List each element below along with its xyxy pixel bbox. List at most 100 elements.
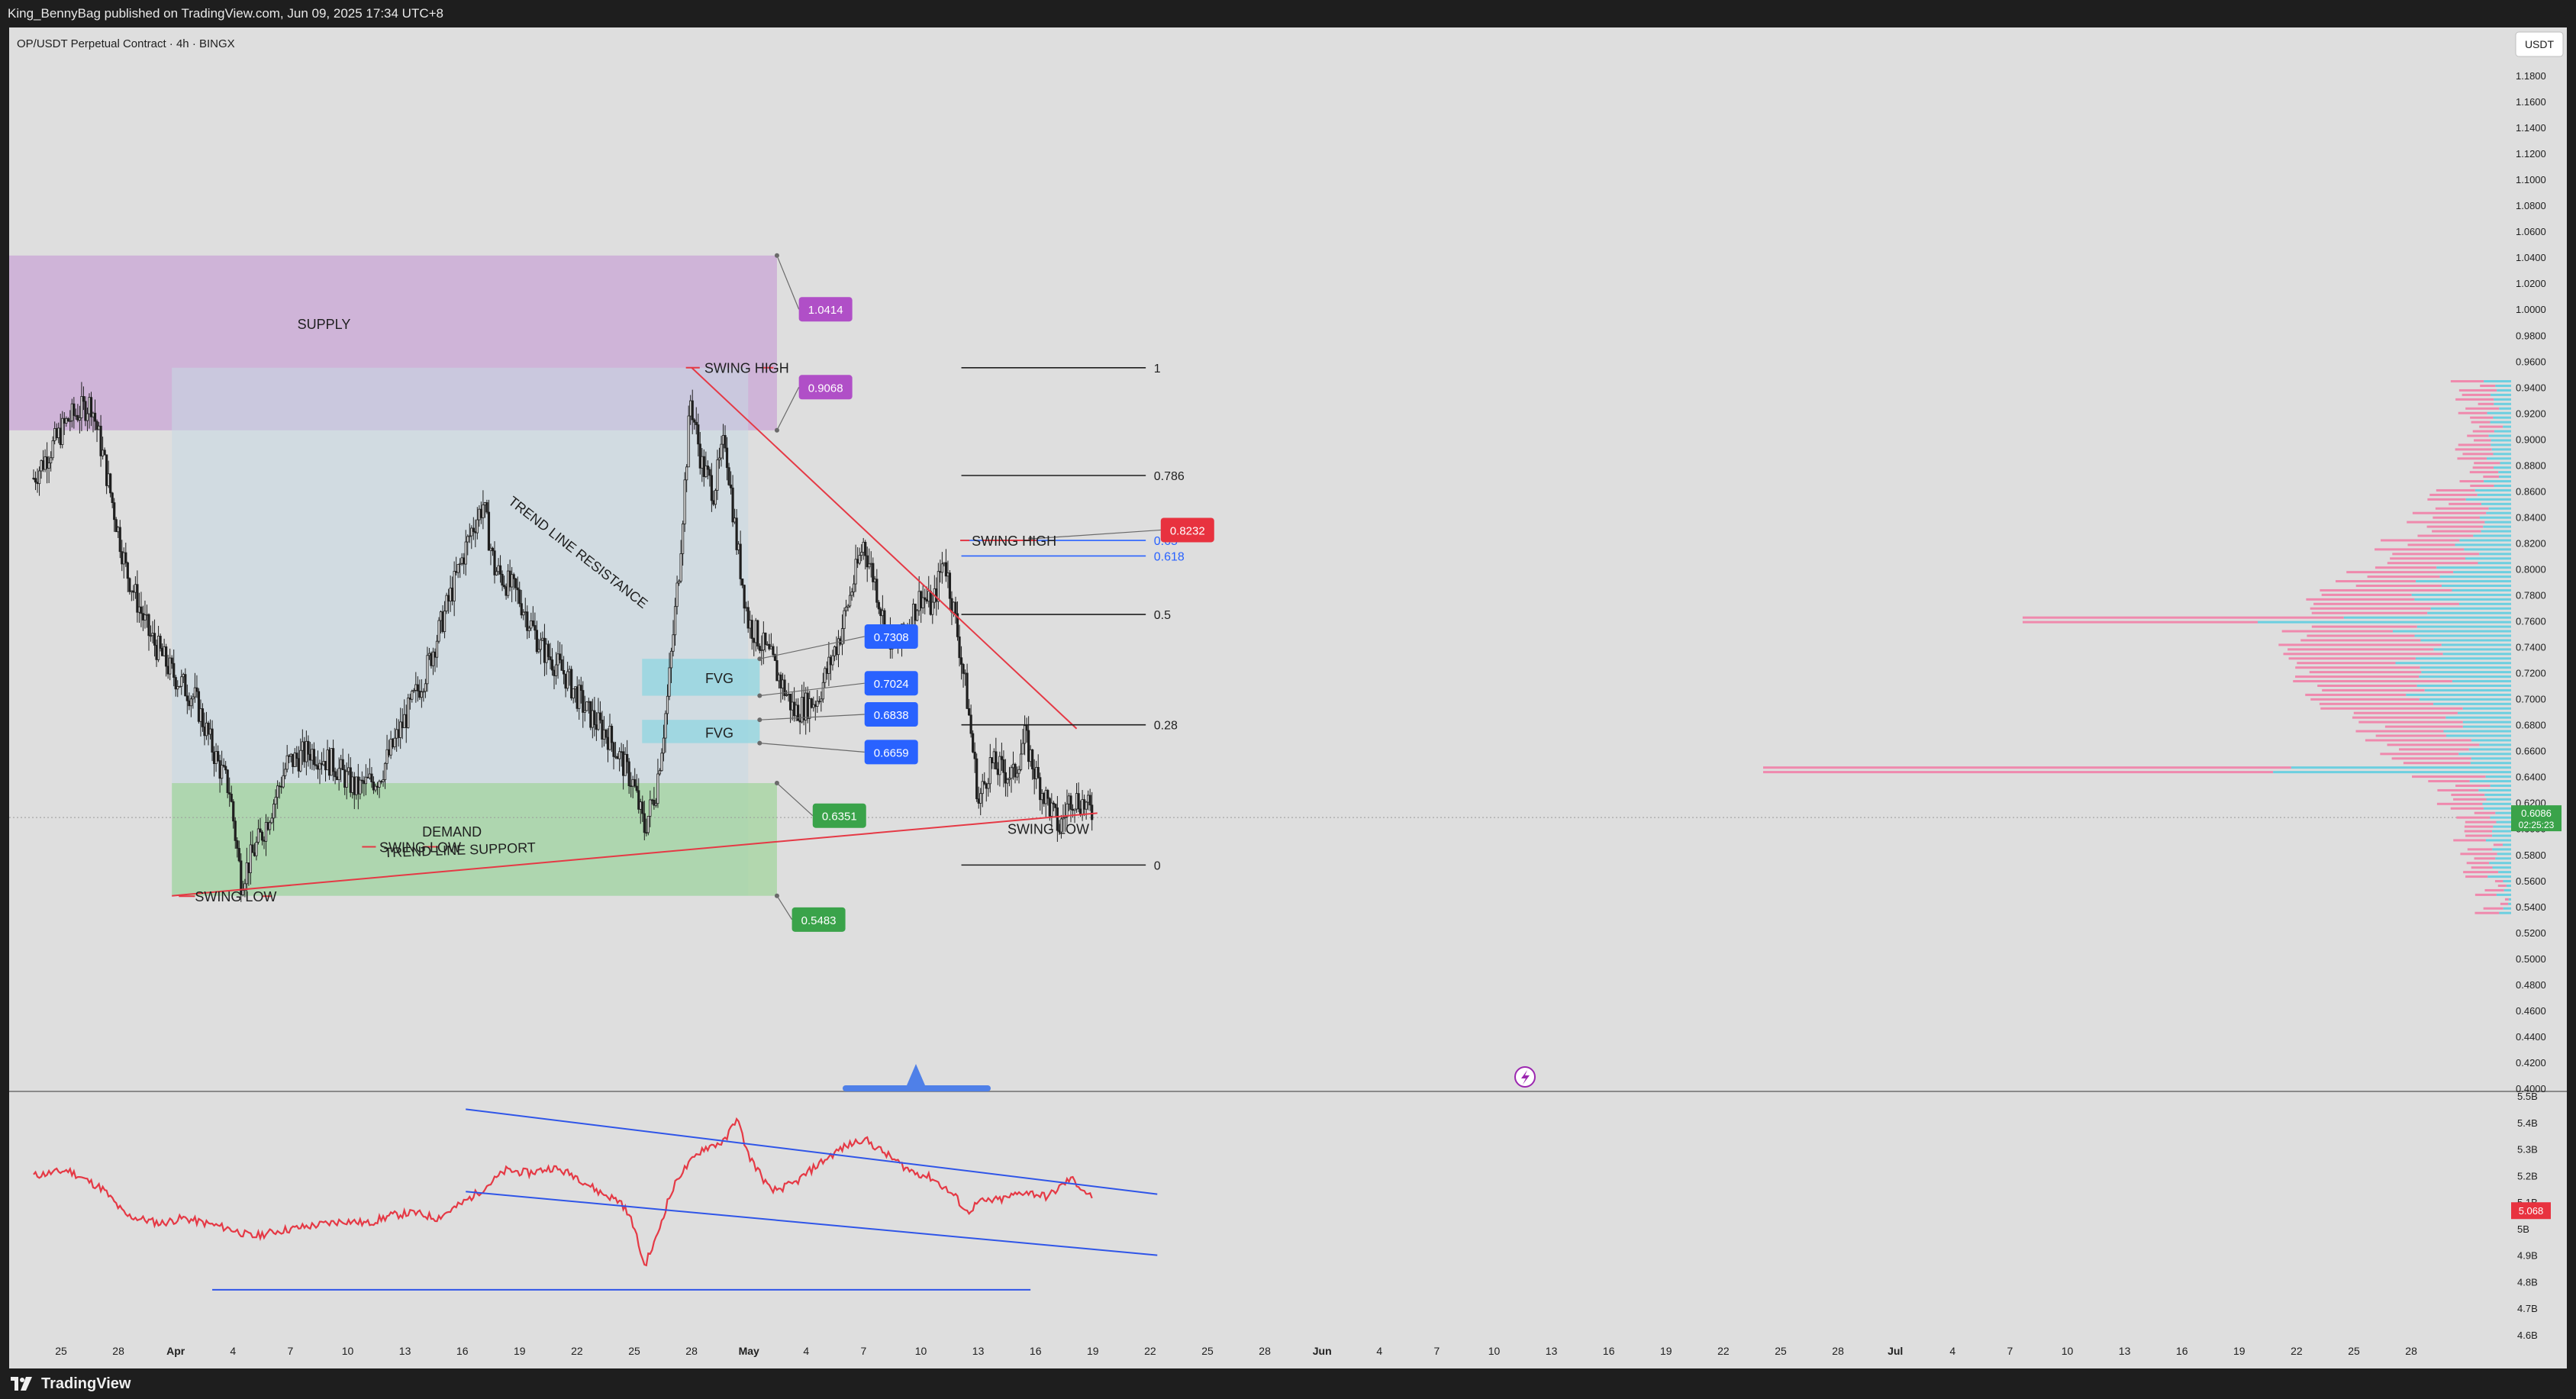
candle-body [836, 647, 837, 655]
candle-body [167, 666, 169, 674]
indicator-tick-label: 5.5B [2517, 1091, 2538, 1102]
candle-body [650, 800, 651, 816]
currency-button[interactable]: USDT [2516, 32, 2563, 56]
alert-bar-shape [843, 1085, 991, 1091]
candle-body [238, 849, 240, 861]
volume-profile-bar [2499, 475, 2511, 478]
volume-profile-bar [2392, 553, 2479, 555]
candle-body [1045, 790, 1046, 804]
candle-body [486, 502, 488, 512]
candle-body [1016, 773, 1017, 777]
candle-body [161, 648, 163, 656]
candle-body [937, 572, 939, 601]
volume-profile-bar [2509, 898, 2511, 901]
candle-body [782, 680, 783, 688]
price-level-label: 0.8232 [1170, 524, 1205, 537]
candle-body [955, 602, 956, 614]
candle-body [163, 646, 165, 656]
candle-body [156, 645, 157, 659]
candle-body [817, 701, 818, 707]
time-tick-label: 7 [2007, 1345, 2013, 1357]
volume-profile-bar [2406, 694, 2511, 696]
price-level-label: 0.6838 [874, 709, 909, 722]
volume-profile-bar [2474, 857, 2496, 859]
volume-profile-bar [2475, 894, 2497, 896]
price-tick-label: 0.9600 [2516, 356, 2546, 367]
indicator-tick-label: 5.2B [2517, 1170, 2538, 1181]
candle-body [536, 630, 537, 652]
volume-profile-bar [2485, 889, 2504, 891]
candle-body [296, 753, 298, 759]
volume-profile-bar [2457, 457, 2487, 459]
price-tick-label: 0.5000 [2516, 953, 2546, 965]
candle-body [315, 765, 317, 766]
currency-button-label[interactable]: USDT [2525, 38, 2555, 50]
candle-body [319, 763, 321, 769]
volume-profile-bar [2494, 403, 2511, 405]
price-tick-label: 0.6800 [2516, 720, 2546, 731]
candle-body [204, 727, 205, 735]
candle-body [845, 607, 846, 611]
candle-body [361, 780, 363, 781]
candle-body [114, 503, 115, 520]
candle-body [711, 475, 712, 501]
volume-profile-bar [2495, 812, 2511, 814]
time-tick-label: 19 [2233, 1345, 2246, 1357]
candle-body [399, 722, 401, 738]
indicator-tick-label: 5B [2517, 1223, 2529, 1235]
chart-area[interactable]: 10.7860.650.6180.50.280SUPPLYDEMANDSWING… [0, 27, 2576, 1368]
candle-body [524, 612, 526, 613]
candle-body [685, 467, 687, 480]
volume-profile-bar [2452, 680, 2511, 682]
indicator-last-value: 5.068 [2519, 1205, 2544, 1217]
candle-body [849, 595, 850, 606]
candle-body [1072, 809, 1073, 810]
price-tick-label: 0.5400 [2516, 901, 2546, 913]
candle-body [528, 628, 530, 630]
candle-body [724, 435, 726, 448]
candle-body [1022, 743, 1024, 754]
candle-body [142, 614, 143, 621]
price-tick-label: 0.4800 [2516, 979, 2546, 991]
candle-body [943, 563, 945, 564]
volume-profile-bar [2481, 530, 2511, 533]
candle-body [447, 595, 449, 601]
candle-body [630, 786, 631, 787]
price-tick-label: 0.7000 [2516, 694, 2546, 705]
candle-body [461, 558, 463, 563]
candle-body [826, 669, 827, 674]
volume-profile-bar [2023, 621, 2258, 624]
candle-body [841, 629, 843, 644]
candle-body [695, 422, 697, 424]
candle-body [1031, 749, 1033, 769]
price-tick-label: 1.0600 [2516, 226, 2546, 237]
candle-body [328, 750, 330, 775]
chart-annotation: SWING LOW [195, 889, 276, 904]
volume-profile-bar [2455, 398, 2494, 401]
volume-profile-bar [2464, 548, 2511, 550]
chart-annotation: SWING LOW [1008, 822, 1089, 837]
candle-body [780, 675, 782, 688]
published-text: King_BennyBag published on TradingView.c… [8, 6, 443, 21]
price-tick-label: 0.8200 [2516, 537, 2546, 549]
volume-profile-bar [2493, 826, 2511, 828]
tradingview-logo-icon [11, 1377, 34, 1391]
price-tick-label: 0.4600 [2516, 1005, 2546, 1017]
lightning-icon[interactable] [1515, 1067, 1535, 1087]
candle-body [532, 621, 534, 625]
candle-body [234, 821, 236, 841]
volume-profile-bar [2431, 608, 2511, 610]
volume-profile-bar [2417, 535, 2473, 537]
candle-body [821, 699, 822, 701]
footer-brand[interactable]: TradingView [41, 1375, 131, 1393]
candle-body [348, 768, 350, 772]
candle-body [53, 428, 55, 440]
candle-body [127, 563, 128, 578]
price-tick-label: 0.8400 [2516, 511, 2546, 523]
candle-body [286, 756, 288, 769]
candle-body [601, 720, 603, 739]
candle-body [750, 621, 751, 628]
candle-body [822, 682, 824, 699]
price-tick-label: 0.8600 [2516, 485, 2546, 497]
volume-profile-bar [2487, 457, 2511, 459]
